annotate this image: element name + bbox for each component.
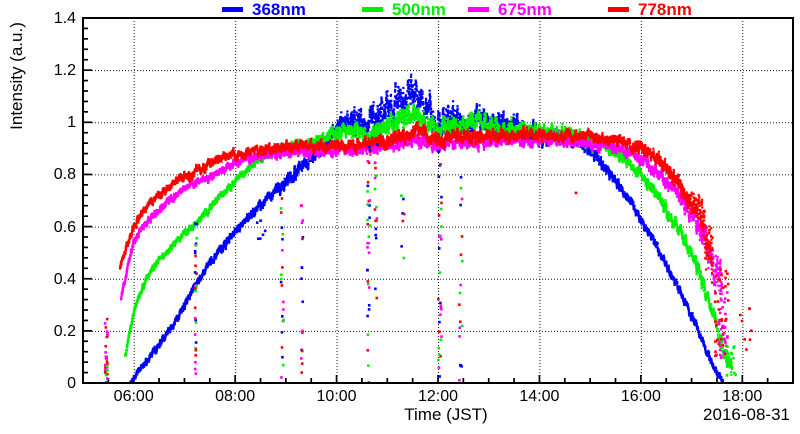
x-tick-label: 10:00 — [316, 388, 357, 405]
x-tick-label: 06:00 — [113, 388, 154, 405]
x-tick-label: 08:00 — [215, 388, 256, 405]
y-tick-label: 0.6 — [53, 218, 76, 236]
legend-marker-675nm — [468, 7, 489, 12]
x-tick-label: 16:00 — [620, 388, 661, 405]
y-tick-label: 0.2 — [53, 322, 76, 340]
y-tick-label: 1.2 — [53, 62, 76, 80]
y-tick-label: 1.4 — [53, 10, 76, 27]
legend-label: 500nm — [392, 0, 446, 19]
legend-marker-368nm — [222, 7, 243, 12]
y-tick-label: 1 — [67, 114, 76, 132]
legend-label: 368nm — [252, 0, 306, 19]
y-tick-label: 0.4 — [53, 270, 76, 288]
y-tick-label: 0 — [67, 375, 76, 392]
x-tick-label: 18:00 — [722, 388, 763, 405]
y-axis-title: Intensity (a.u.) — [7, 22, 26, 130]
legend-marker-778nm — [608, 7, 629, 12]
legend-marker-500nm — [362, 7, 383, 12]
legend-item-675nm: 675nm — [468, 1, 552, 18]
x-tick-label: 12:00 — [417, 388, 459, 405]
x-tick-label: 14:00 — [519, 388, 560, 405]
legend-label: 675nm — [498, 0, 552, 19]
legend-item-500nm: 500nm — [362, 1, 446, 18]
legend-item-778nm: 778nm — [608, 1, 692, 18]
legend-item-368nm: 368nm — [222, 1, 306, 18]
x-axis-title: Time (JST) — [404, 405, 488, 424]
legend-label: 778nm — [638, 0, 692, 19]
date-label: 2016-08-31 — [703, 405, 790, 424]
y-tick-label: 0.8 — [53, 166, 76, 184]
